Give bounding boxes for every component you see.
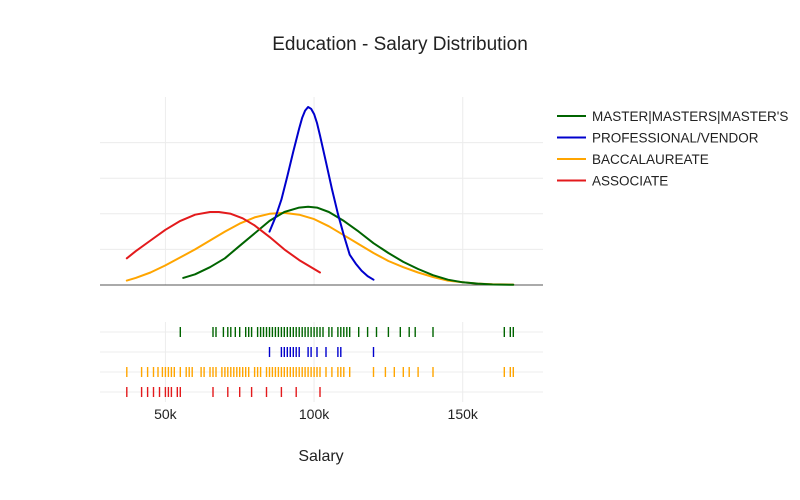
legend-item-0[interactable]: MASTER|MASTERS|MASTER'S	[557, 109, 788, 124]
x-axis-title: Salary	[298, 448, 343, 465]
x-tick-labels: 50k 100k 150k	[154, 406, 479, 422]
chart-title: Education - Salary Distribution	[272, 34, 528, 55]
legend-item-3[interactable]: ASSOCIATE	[557, 174, 668, 189]
density-curve-2	[125, 211, 515, 286]
x-tick-label: 150k	[448, 406, 479, 422]
rug-layer	[126, 327, 514, 397]
density-curve-3	[125, 211, 321, 274]
x-tick-label: 100k	[299, 406, 330, 422]
grid-layer	[100, 97, 543, 402]
legend-label: ASSOCIATE	[592, 174, 668, 189]
legend-item-1[interactable]: PROFESSIONAL/VENDOR	[557, 131, 759, 146]
density-layer	[125, 106, 515, 286]
x-tick-label: 50k	[154, 406, 178, 422]
legend[interactable]: MASTER|MASTERS|MASTER'S PROFESSIONAL/VEND…	[557, 109, 788, 189]
legend-label: PROFESSIONAL/VENDOR	[592, 131, 759, 146]
legend-label: BACCALAUREATE	[592, 152, 709, 167]
legend-label: MASTER|MASTERS|MASTER'S	[592, 109, 788, 124]
density-curve-1	[268, 106, 375, 281]
legend-item-2[interactable]: BACCALAUREATE	[557, 152, 709, 167]
density-curve-0	[182, 205, 515, 286]
